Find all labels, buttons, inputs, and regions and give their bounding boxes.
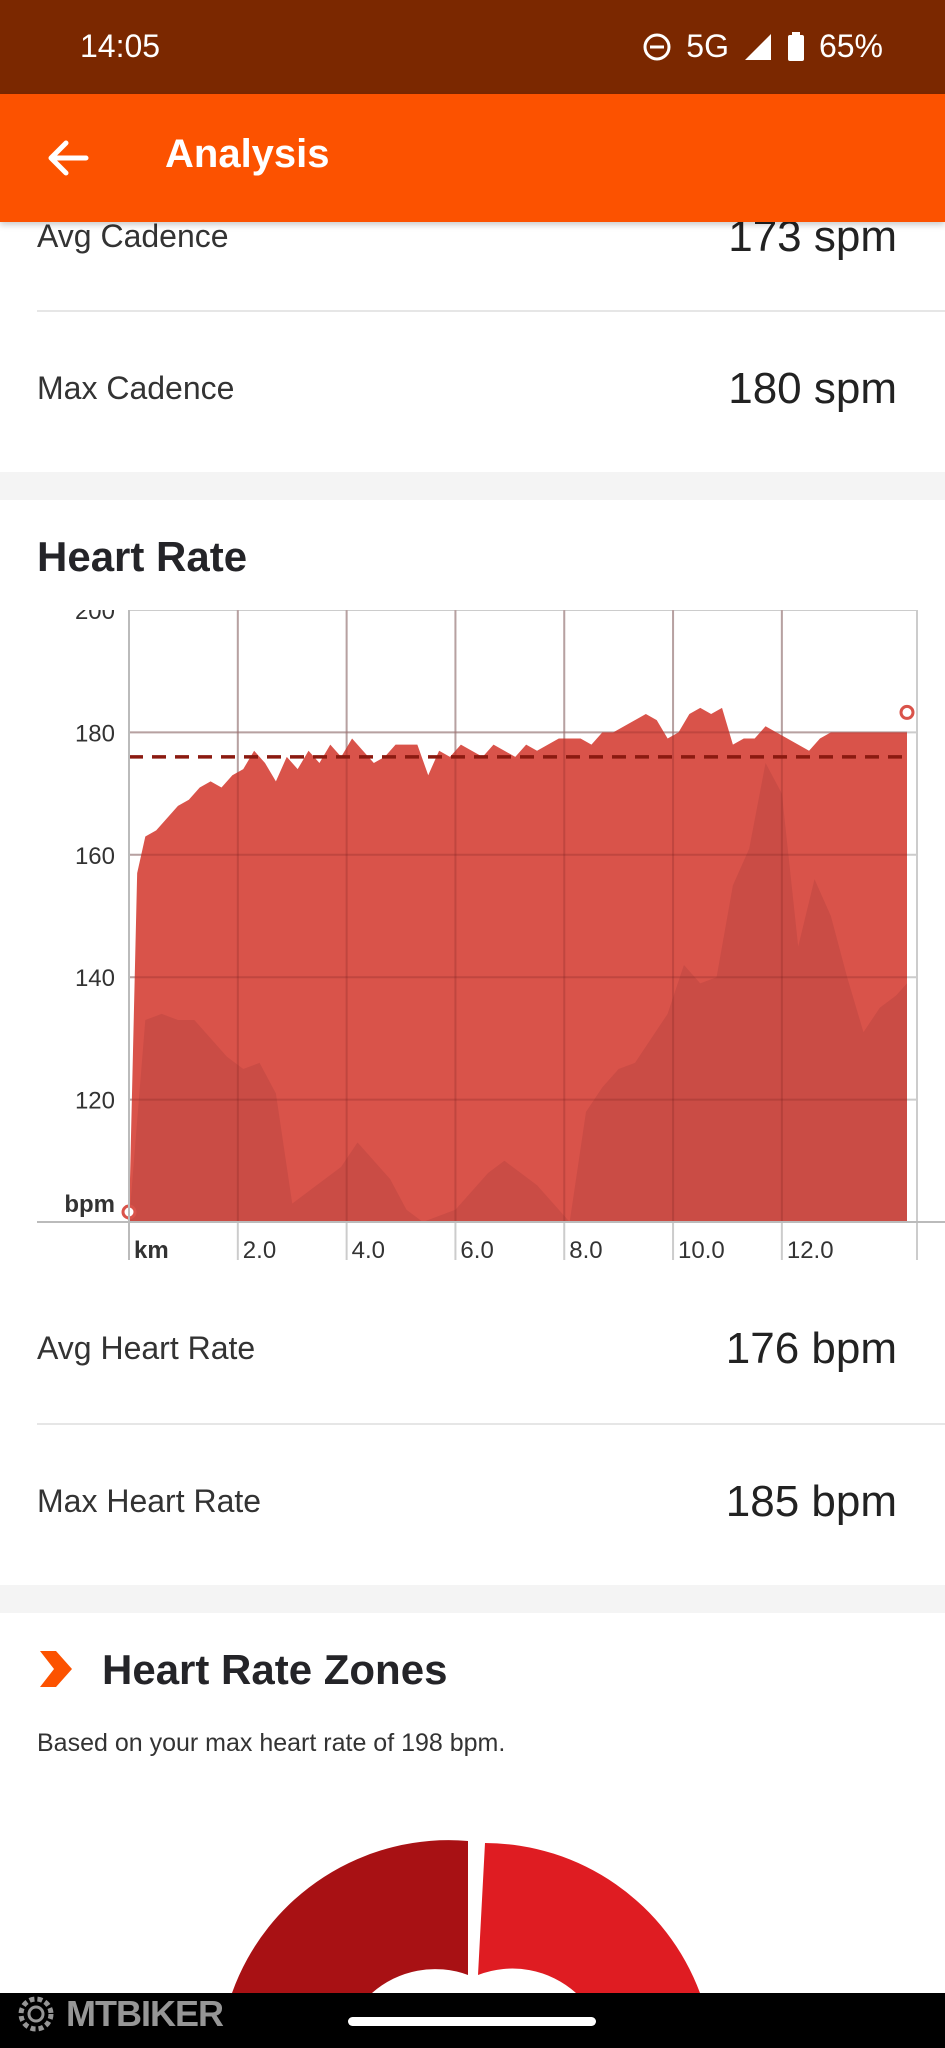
hr-zones-title: Heart Rate Zones [102, 1646, 448, 1693]
x-tick-label: 8.0 [569, 1237, 602, 1264]
max-cadence-label: Max Cadence [37, 370, 235, 406]
divider [37, 1423, 945, 1425]
x-tick-label: km [134, 1237, 169, 1264]
y-tick-label: 120 [75, 1088, 115, 1115]
avg-heart-rate-label: Avg Heart Rate [37, 1330, 256, 1366]
do-not-disturb-icon [643, 33, 671, 60]
zone-segment-5 [232, 1840, 468, 1993]
status-bar: 14:05 5G 65% [0, 0, 945, 94]
home-gesture-handle[interactable] [348, 2017, 596, 2026]
y-tick-label: 180 [75, 720, 115, 747]
heart-rate-chart[interactable]: 200 180 160 140 120 bpm km 2.0 4.0 6.0 8.0 10.0 12.0 [37, 598, 945, 1270]
hr-zones-card[interactable]: Heart Rate Zones Based on your max heart… [0, 1613, 945, 1993]
gear-logo-icon [18, 1996, 54, 2032]
signal-icon [744, 33, 771, 60]
hr-zones-donut [232, 1840, 700, 1993]
x-tick-label: 12.0 [787, 1237, 834, 1264]
zone-segment-4 [478, 1843, 700, 1993]
y-tick-label: 200 [75, 610, 115, 625]
elevation-area [129, 763, 907, 1222]
x-tick-label: 10.0 [678, 1237, 725, 1264]
heart-rate-stats: Avg Heart Rate 176 bpm Max Heart Rate 18… [0, 1290, 945, 1585]
x-tick-label: 2.0 [243, 1237, 276, 1264]
max-heart-rate-label: Max Heart Rate [37, 1483, 262, 1519]
watermark: MTBIKER [12, 1990, 224, 2038]
status-time: 14:05 [80, 28, 161, 64]
system-nav-bar [0, 1993, 945, 2048]
y-tick-label: 140 [75, 965, 115, 992]
app-bar: Analysis [0, 94, 945, 222]
max-cadence-value: 180 spm [728, 364, 897, 413]
y-tick-label: bpm [64, 1191, 115, 1218]
x-tick-label: 6.0 [460, 1237, 493, 1264]
network-type: 5G [686, 28, 729, 64]
status-icons: 5G 65% [642, 28, 883, 65]
divider [37, 310, 945, 312]
back-button[interactable] [40, 130, 96, 186]
battery-icon [787, 31, 804, 61]
x-tick-label: 4.0 [352, 1237, 385, 1264]
page-title: Analysis [165, 132, 330, 176]
watermark-text: MTBIKER [66, 1993, 224, 2034]
arrow-left-icon [48, 140, 89, 176]
chevron-right-icon [40, 1651, 72, 1687]
battery-percent: 65% [818, 28, 883, 64]
heart-rate-title: Heart Rate [37, 533, 248, 580]
hr-zones-note: Based on your max heart rate of 198 bpm. [37, 1729, 506, 1757]
avg-heart-rate-value: 176 bpm [725, 1324, 897, 1373]
end-marker [899, 704, 915, 720]
max-heart-rate-value: 185 bpm [725, 1477, 897, 1526]
y-tick-label: 160 [75, 843, 115, 870]
avg-cadence-label: Avg Cadence [37, 218, 229, 254]
